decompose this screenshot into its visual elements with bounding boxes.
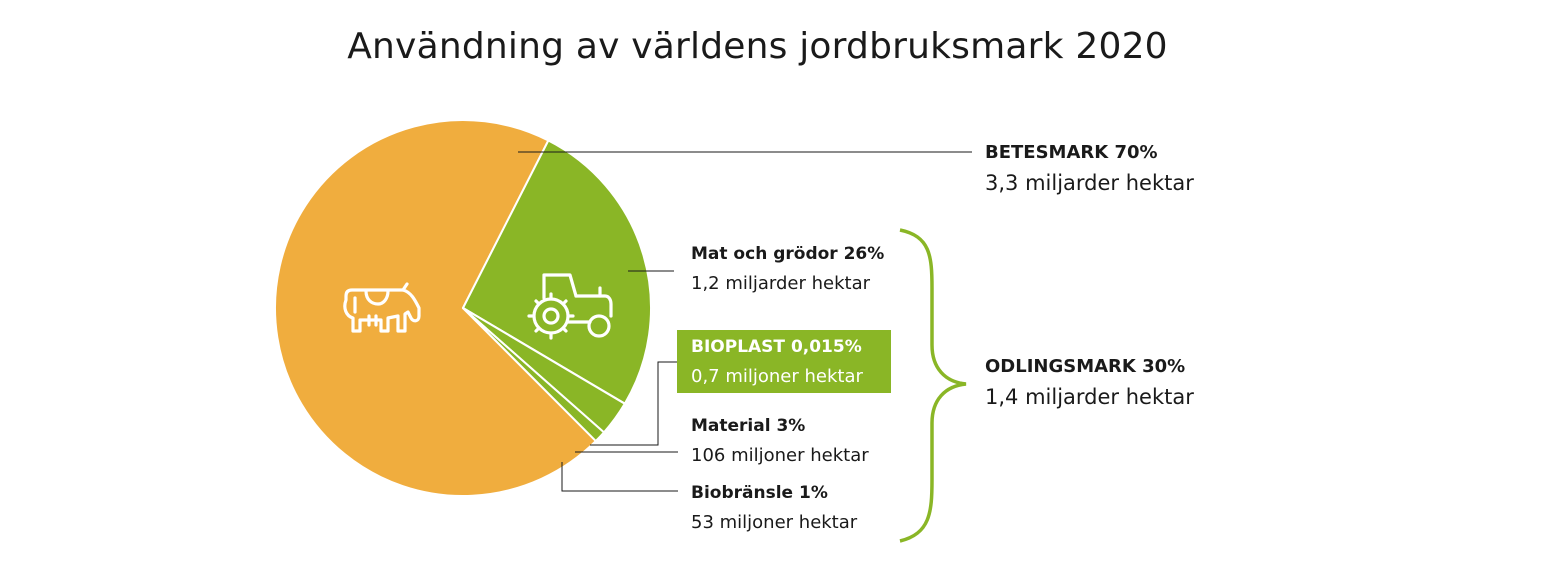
label-material-title: Material 3%	[691, 416, 806, 436]
label-betesmark-value: 3,3 miljarder hektar	[985, 171, 1194, 195]
label-material-value: 106 miljoner hektar	[691, 445, 869, 466]
label-biobransle: Biobränsle 1% 53 miljoner hektar	[691, 479, 857, 537]
label-odlingsmark-title: ODLINGSMARK 30%	[985, 356, 1186, 377]
label-mat: Mat och grödor 26% 1,2 miljarder hektar	[691, 240, 884, 298]
label-mat-value: 1,2 miljarder hektar	[691, 273, 871, 294]
label-bioplast-title: BIOPLAST 0,015%	[691, 337, 862, 357]
label-betesmark-title: BETESMARK 70%	[985, 142, 1158, 163]
group-brace	[899, 228, 967, 543]
label-material: Material 3% 106 miljoner hektar	[691, 412, 869, 470]
leader-bioplast	[590, 361, 677, 446]
label-mat-title: Mat och grödor 26%	[691, 244, 885, 264]
label-biobransle-title: Biobränsle 1%	[691, 483, 828, 503]
label-bioplast-value: 0,7 miljoner hektar	[691, 366, 863, 387]
label-biobransle-value: 53 miljoner hektar	[691, 512, 858, 533]
label-bioplast: BIOPLAST 0,015% 0,7 miljoner hektar	[677, 330, 891, 393]
pie-slice-biobransle	[462, 307, 605, 443]
label-odlingsmark-value: 1,4 miljarder hektar	[985, 385, 1194, 409]
pie-slice-mat	[462, 139, 652, 405]
chart-title: Användning av världens jordbruksmark 202…	[347, 26, 1168, 67]
label-odlingsmark: ODLINGSMARK 30% 1,4 miljarder hektar	[985, 352, 1194, 412]
cow-icon	[343, 282, 421, 333]
label-betesmark: BETESMARK 70% 3,3 miljarder hektar	[985, 138, 1194, 198]
pie-slice-betesmark	[274, 119, 597, 497]
tractor-icon	[527, 273, 613, 340]
leader-biobransle	[561, 462, 678, 492]
